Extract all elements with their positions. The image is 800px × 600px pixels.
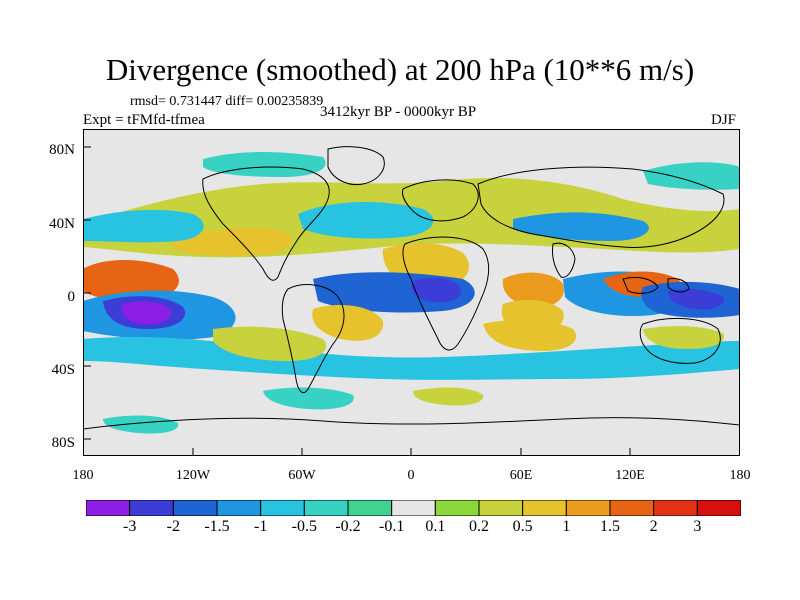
coast-australia: [639, 317, 721, 364]
colorbar-swatch: [434, 500, 480, 516]
colorbar: [86, 500, 741, 516]
field-pacific-cyan-band: [83, 209, 204, 243]
field-sh-yellow-east: [643, 325, 724, 349]
period-label: 3412kyr BP - 0000kyr BP: [320, 104, 477, 120]
field-so-yellow: [413, 387, 484, 406]
figure-title: Divergence (smoothed) at 200 hPa (10**6 …: [105, 52, 695, 87]
field-sa-orange: [312, 305, 384, 341]
colorbar-label: -0.1: [378, 518, 405, 535]
divergence-map: [83, 129, 740, 456]
colorbar-swatch: [391, 500, 436, 516]
field-siberia-green: [643, 162, 740, 190]
colorbar-swatch: [86, 500, 131, 516]
colorbar-label: 0.5: [512, 518, 533, 535]
lat-label-80n: 80N: [49, 142, 75, 158]
colorbar-swatch: [478, 500, 524, 516]
lon-label-60w: 60W: [288, 468, 316, 483]
lat-label-40n: 40N: [49, 216, 75, 232]
map-ticks: [83, 146, 631, 456]
field-arctic-green: [203, 152, 326, 177]
lon-label-120w: 120W: [175, 468, 211, 483]
lon-label-0: 0: [407, 468, 415, 483]
coast-antarctica: [83, 417, 740, 456]
colorbar-label: -1: [253, 518, 268, 535]
coast-asia: [477, 166, 725, 248]
lon-label-180w: 180: [72, 468, 94, 483]
lon-label-120e: 120E: [615, 468, 645, 483]
lat-label-eq: 0: [67, 289, 76, 305]
coast-africa: [402, 236, 490, 351]
colorbar-swatch: [347, 500, 393, 516]
lon-label-60e: 60E: [509, 468, 533, 483]
colorbar-label: -1.5: [204, 518, 230, 535]
lat-label-40s: 40S: [51, 362, 75, 378]
colorbar-label: -3: [122, 518, 137, 535]
field-sh-orange-blob: [483, 319, 577, 351]
colorbar-swatch: [260, 500, 305, 516]
colorbar-label: -0.2: [335, 518, 361, 535]
colorbar-label: -0.5: [291, 518, 317, 535]
colorbar-swatch: [696, 500, 741, 516]
colorbar-swatch: [216, 500, 262, 516]
field-africa-orange: [502, 272, 564, 308]
coast-south-america: [281, 284, 345, 394]
colorbar-swatch: [653, 500, 698, 516]
lat-label-80s: 80S: [51, 435, 75, 451]
coast-greenland: [327, 146, 385, 186]
colorbar-swatch: [565, 500, 611, 516]
field-pacific-purple-core: [122, 301, 172, 325]
field-so-green-2: [103, 415, 179, 434]
field-atlantic-cyan: [298, 202, 434, 239]
coast-north-america: [202, 166, 330, 281]
colorbar-label: 0.2: [469, 518, 489, 535]
field-nh-orange-blob-1: [173, 227, 292, 256]
colorbar-label: 0.1: [425, 518, 446, 535]
lon-label-180e: 180: [729, 468, 751, 483]
rmsd-diff-stats: rmsd= 0.731447 diff= 0.00235839: [130, 94, 324, 109]
season-label: DJF: [711, 112, 737, 128]
field-asia-cyan: [513, 212, 649, 241]
colorbar-swatch: [522, 500, 567, 516]
colorbar-label: 3: [693, 518, 702, 535]
colorbar-label: 1.5: [600, 518, 620, 535]
colorbar-label: -2: [166, 518, 180, 535]
coast-india: [552, 242, 576, 278]
coastlines: [83, 146, 740, 456]
colorbar-swatch: [172, 500, 218, 516]
colorbar-label: 2: [649, 518, 658, 535]
field-so-green-1: [263, 387, 354, 410]
field-sh-yellow-band: [213, 326, 327, 361]
experiment-label: Expt = tFMfd-tfmea: [83, 112, 205, 128]
colorbar-label: 1: [562, 518, 571, 535]
field-west-pacific-dark-blue: [668, 289, 724, 310]
field-amazon-dark-blue: [411, 277, 462, 303]
coast-europe: [402, 179, 479, 222]
coast-maritime-islands: [622, 276, 690, 294]
colorbar-swatch: [303, 500, 349, 516]
colorbar-swatch: [609, 500, 655, 516]
colorbar-swatch: [129, 500, 174, 516]
